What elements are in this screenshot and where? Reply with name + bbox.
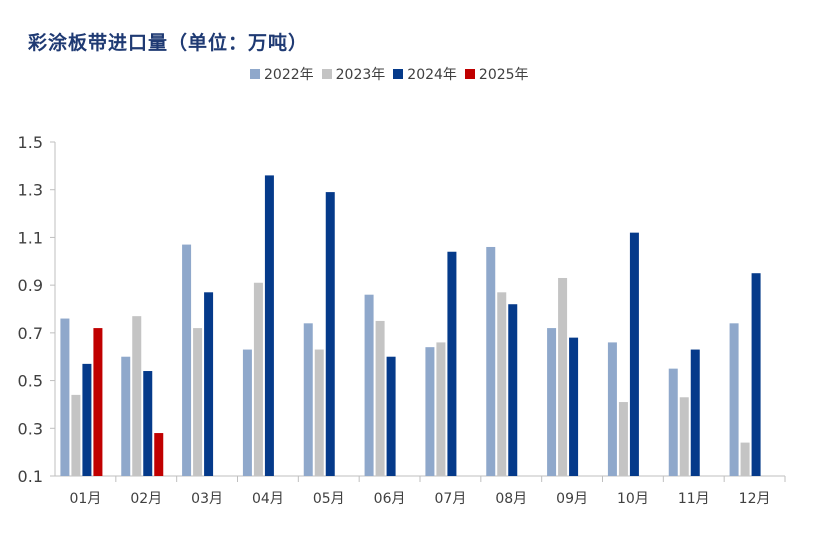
- bar-2023年-08月: [497, 292, 507, 476]
- bar-2023年-04月: [253, 282, 263, 476]
- bar-2022年-10月: [607, 342, 617, 476]
- x-tick-label: 06月: [374, 491, 406, 507]
- bar-2024年-03月: [204, 292, 214, 476]
- x-tick-label: 01月: [70, 491, 102, 507]
- y-tick-label: 1.5: [18, 133, 43, 152]
- y-tick-label: 1.3: [18, 181, 43, 200]
- bar-2024年-09月: [569, 337, 579, 476]
- bar-2022年-05月: [303, 323, 313, 476]
- legend-swatch: [464, 69, 475, 79]
- bar-2024年-01月: [82, 363, 92, 476]
- legend-item-3: 2025年: [464, 64, 529, 84]
- legend-item-0: 2022年: [250, 64, 314, 84]
- legend-swatch: [321, 69, 332, 79]
- bar-2024年-06月: [386, 356, 396, 476]
- x-tick-label: 09月: [556, 491, 588, 507]
- x-tick-label: 07月: [435, 491, 467, 507]
- legend-swatch: [250, 69, 260, 79]
- bar-2022年-01月: [60, 318, 70, 476]
- legend-label: 2025年: [478, 67, 529, 83]
- bar-2023年-07月: [436, 342, 446, 476]
- bar-2024年-07月: [447, 251, 457, 476]
- bar-2023年-05月: [314, 349, 324, 476]
- bar-2023年-06月: [375, 320, 385, 476]
- y-tick-label: 1.1: [18, 228, 43, 247]
- bar-2023年-12月: [740, 442, 750, 476]
- chart-title: 彩涂板带进口量（单位：万吨）: [28, 32, 309, 54]
- bar-2022年-08月: [486, 246, 496, 476]
- bar-2025年-01月: [93, 328, 103, 476]
- legend-swatch: [393, 69, 404, 79]
- bar-2024年-04月: [264, 175, 274, 476]
- bar-2024年-08月: [508, 304, 518, 476]
- bar-2024年-10月: [629, 232, 639, 476]
- y-tick-label: 0.5: [18, 372, 43, 391]
- y-tick-label: 0.3: [18, 419, 43, 438]
- x-tick-label: 05月: [313, 491, 345, 507]
- bar-2025年-02月: [154, 433, 164, 476]
- bar-2022年-09月: [547, 328, 557, 476]
- bar-2022年-03月: [182, 244, 192, 476]
- x-tick-label: 10月: [617, 491, 649, 507]
- x-tick-label: 03月: [191, 491, 223, 507]
- bar-2022年-12月: [729, 323, 739, 476]
- legend-item-2: 2024年: [393, 64, 457, 84]
- bar-2024年-11月: [690, 349, 700, 476]
- bar-2022年-07月: [425, 347, 435, 476]
- bar-2023年-01月: [71, 394, 81, 476]
- legend: 2022年 2023年 2024年 2025年: [250, 64, 529, 84]
- x-tick-label: 02月: [130, 491, 162, 507]
- bar-2023年-09月: [558, 277, 568, 476]
- x-tick-label: 08月: [495, 491, 527, 507]
- y-tick-label: 0.7: [18, 324, 43, 343]
- bar-2024年-05月: [325, 192, 335, 476]
- bar-2022年-06月: [364, 294, 374, 476]
- y-tick-label: 0.1: [18, 467, 43, 486]
- bar-2023年-02月: [132, 316, 142, 476]
- x-tick-label: 12月: [739, 491, 771, 507]
- bar-2023年-11月: [679, 397, 689, 476]
- bar-2024年-12月: [751, 273, 761, 476]
- x-tick-label: 11月: [678, 491, 710, 507]
- bar-2023年-10月: [618, 402, 628, 476]
- y-tick-label: 0.9: [18, 276, 43, 295]
- legend-item-1: 2023年: [321, 64, 386, 84]
- legend-label: 2023年: [335, 67, 386, 83]
- legend-label: 2022年: [264, 67, 314, 83]
- bar-2022年-11月: [668, 368, 678, 476]
- bar-2022年-04月: [242, 349, 252, 476]
- x-tick-label: 04月: [252, 491, 284, 507]
- legend-label: 2024年: [407, 67, 457, 83]
- bar-2024年-02月: [143, 371, 153, 476]
- bar-2023年-03月: [193, 328, 203, 476]
- bar-2022年-02月: [121, 356, 131, 476]
